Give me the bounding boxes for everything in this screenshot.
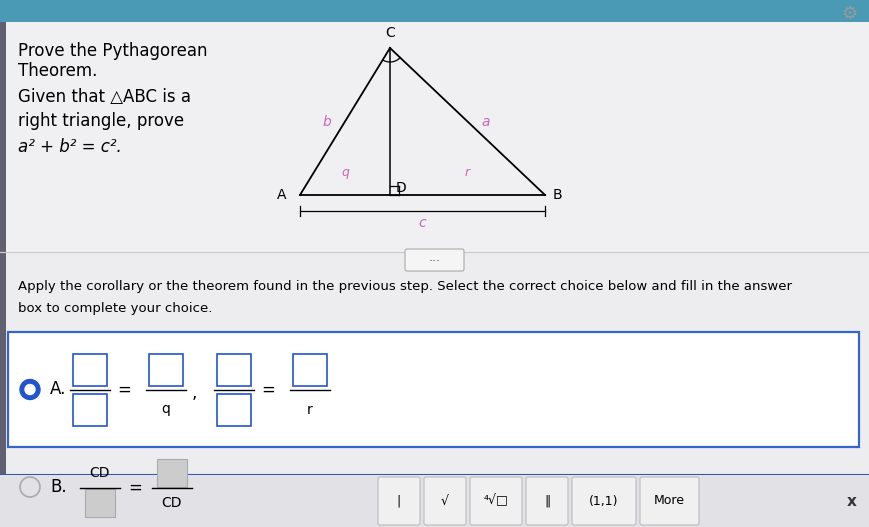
FancyBboxPatch shape [640, 477, 699, 525]
FancyBboxPatch shape [470, 477, 522, 525]
Text: x: x [847, 493, 857, 509]
Text: a² + b² = c².: a² + b² = c². [18, 138, 122, 156]
Text: =: = [261, 380, 275, 398]
Text: Prove the Pythagorean: Prove the Pythagorean [18, 42, 208, 60]
Text: ···: ··· [428, 256, 441, 268]
FancyBboxPatch shape [157, 459, 187, 487]
Text: Given that △ABC is a: Given that △ABC is a [18, 88, 191, 106]
Text: CD: CD [90, 466, 110, 480]
Text: c: c [419, 216, 427, 230]
FancyBboxPatch shape [526, 477, 568, 525]
Text: r: r [465, 166, 470, 179]
Text: |: | [397, 494, 401, 508]
Text: A.: A. [50, 380, 66, 398]
Bar [0, 22, 6, 527]
FancyBboxPatch shape [378, 477, 420, 525]
Text: Theorem.: Theorem. [18, 62, 97, 80]
Text: C: C [385, 26, 395, 40]
FancyBboxPatch shape [217, 354, 251, 385]
Text: Apply the corollary or the theorem found in the previous step. Select the correc: Apply the corollary or the theorem found… [18, 280, 792, 293]
FancyBboxPatch shape [217, 394, 251, 425]
FancyBboxPatch shape [149, 354, 183, 385]
Text: ⁴√□: ⁴√□ [484, 494, 508, 508]
Text: D: D [396, 181, 407, 195]
FancyBboxPatch shape [572, 477, 636, 525]
FancyBboxPatch shape [424, 477, 466, 525]
Text: =: = [128, 479, 142, 497]
Text: box to complete your choice.: box to complete your choice. [18, 302, 212, 315]
Text: q: q [341, 166, 349, 179]
Text: More: More [654, 494, 685, 508]
Bar [0, 22, 869, 252]
Text: (1,1): (1,1) [589, 494, 619, 508]
Text: ,: , [191, 385, 196, 403]
FancyBboxPatch shape [405, 249, 464, 271]
Text: b: b [322, 114, 331, 129]
Text: q: q [162, 403, 170, 416]
Text: =: = [117, 380, 131, 398]
Circle shape [20, 379, 40, 399]
Text: B.: B. [50, 478, 67, 496]
Text: right triangle, prove: right triangle, prove [18, 112, 184, 130]
Text: ‖: ‖ [544, 494, 550, 508]
Text: B: B [553, 188, 562, 202]
Text: A: A [276, 188, 286, 202]
FancyBboxPatch shape [293, 354, 327, 385]
FancyBboxPatch shape [73, 354, 107, 385]
FancyBboxPatch shape [8, 332, 859, 447]
Text: a: a [481, 114, 490, 129]
Text: √: √ [441, 494, 449, 508]
Bar [0, 475, 869, 527]
FancyBboxPatch shape [85, 489, 115, 517]
Text: r: r [307, 403, 313, 416]
FancyBboxPatch shape [73, 394, 107, 425]
Text: ⚙: ⚙ [841, 5, 857, 23]
Circle shape [25, 385, 35, 395]
Text: CD: CD [162, 496, 182, 510]
